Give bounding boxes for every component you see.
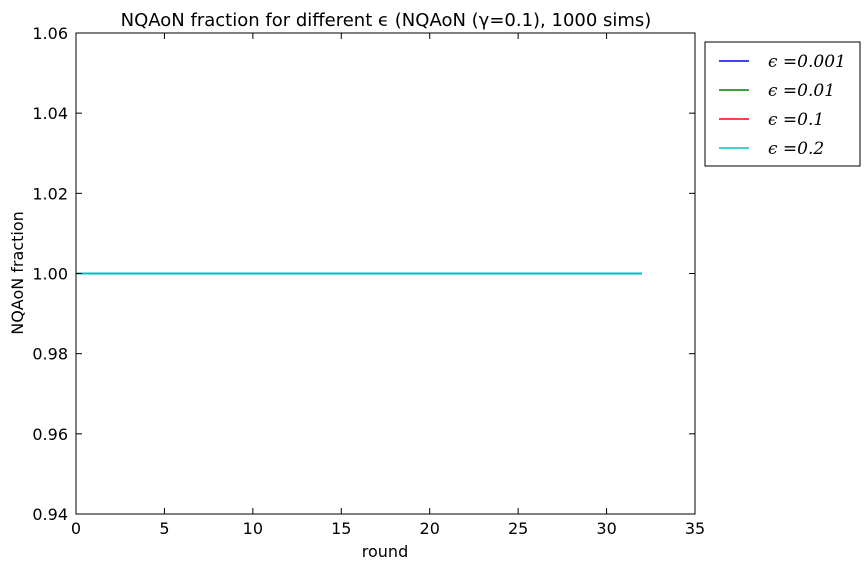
y-tick-label: 0.98: [32, 345, 68, 364]
legend-label-2: ϵ =0.01: [768, 81, 835, 101]
y-tick-label: 0.94: [32, 505, 68, 524]
plot-area: 0 5 10 15 20 25 30 35 0.94 0.96 0.98 1.00 1.02 1.04 1.…: [32, 24, 705, 538]
y-tick-label: 1.06: [32, 24, 68, 43]
legend-label-1: ϵ =0.001: [768, 52, 846, 72]
x-tick-label: 0: [71, 519, 81, 538]
legend-items: ϵ =0.001 ϵ =0.01 ϵ =0.1 ϵ =0.2: [719, 52, 846, 159]
x-axis-label: round: [362, 542, 408, 561]
y-tick-label: 0.96: [32, 425, 68, 444]
tick-layer: 0 5 10 15 20 25 30 35 0.94 0.96 0.98 1.00 1.02 1.04 1.…: [32, 24, 705, 538]
x-tick-label: 30: [596, 519, 616, 538]
x-tick-label: 5: [159, 519, 169, 538]
x-tick-label: 25: [508, 519, 528, 538]
legend-label-4: ϵ =0.2: [768, 139, 824, 159]
x-tick-label: 10: [243, 519, 263, 538]
y-tick-label: 1.04: [32, 104, 68, 123]
y-axis-label: NQAoN fraction: [8, 211, 27, 335]
x-tick-label: 35: [685, 519, 705, 538]
legend-label-3: ϵ =0.1: [768, 110, 824, 130]
legend: ϵ =0.001 ϵ =0.01 ϵ =0.1 ϵ =0.2: [704, 41, 861, 167]
y-tick-label: 1.00: [32, 265, 68, 284]
legend-frame: [704, 41, 861, 167]
chart-title: NQAoN fraction for different ϵ (NQAoN (γ…: [121, 10, 652, 31]
x-tick-label: 15: [331, 519, 351, 538]
x-tick-label: 20: [420, 519, 440, 538]
y-tick-label: 1.02: [32, 184, 68, 203]
